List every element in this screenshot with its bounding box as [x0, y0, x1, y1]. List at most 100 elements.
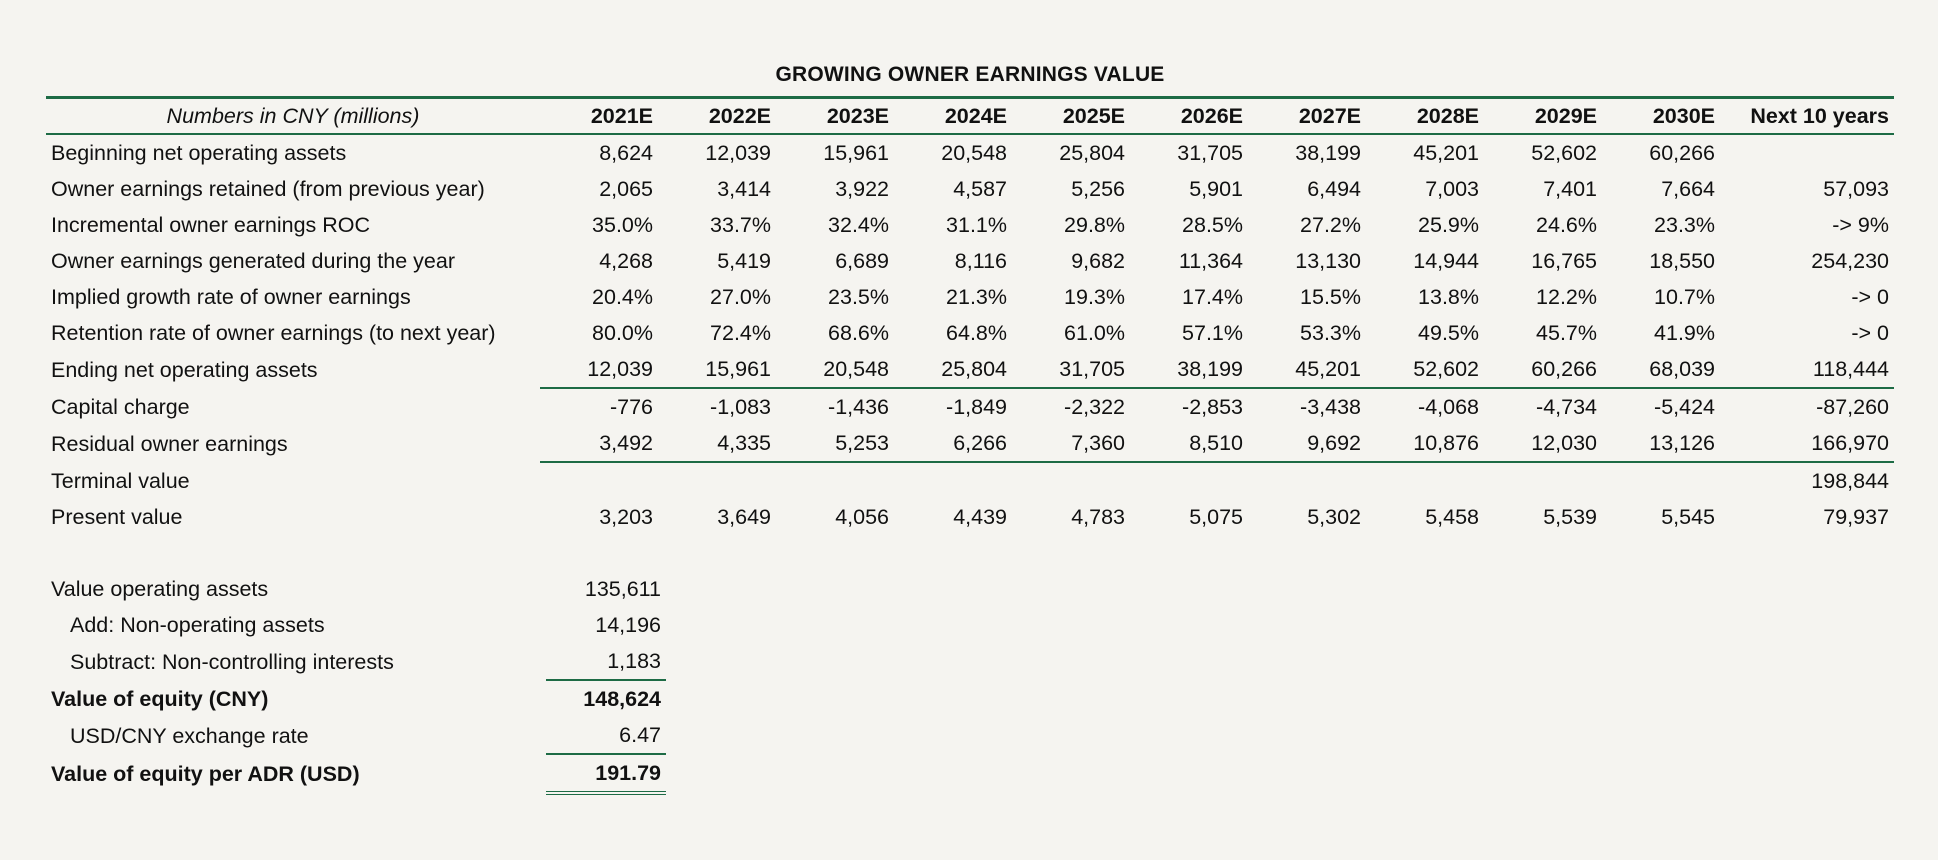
- table-cell: [1484, 461, 1602, 499]
- table-cell: 52,602: [1413, 357, 1479, 381]
- col-header-2028e: 2028E: [1366, 96, 1484, 135]
- table-cell: 4,268: [599, 249, 653, 273]
- valuation-value: 191.79: [546, 753, 666, 795]
- table-cell: 60,266: [1649, 141, 1715, 165]
- table-cell: 52,602: [1531, 141, 1597, 165]
- valuation-label: Add: Non-operating assets: [70, 613, 325, 637]
- valuation-label: USD/CNY exchange rate: [70, 723, 309, 748]
- table-cell: 7,401: [1543, 177, 1597, 201]
- owner-earnings-table: Numbers in CNY (millions) 2021E 2022E 20…: [46, 96, 1894, 535]
- table-cell: 45,201: [1295, 357, 1361, 381]
- table-cell: 6,494: [1307, 177, 1361, 201]
- table-cell: 11,364: [1178, 249, 1243, 273]
- table-cell: 3,492: [599, 431, 653, 455]
- col-header-2025e: 2025E: [1012, 96, 1130, 135]
- row-label: Owner earnings generated during the year: [51, 249, 455, 273]
- table-cell: 13.8%: [1418, 285, 1479, 309]
- valuation-row: Value operating assets 135,611: [46, 571, 666, 607]
- table-cell: 68,039: [1649, 357, 1715, 381]
- col-header-2023e: 2023E: [776, 96, 894, 135]
- table-cell: 23.5%: [828, 285, 889, 309]
- table-cell: 12.2%: [1536, 285, 1597, 309]
- table-cell: 12,039: [705, 141, 771, 165]
- table-cell: 3,649: [717, 505, 771, 529]
- table-cell: 5,545: [1661, 505, 1715, 529]
- table-cell: 45,201: [1413, 141, 1479, 165]
- table-cell: -5,424: [1602, 387, 1720, 425]
- table-title: GROWING OWNER EARNINGS VALUE: [775, 63, 1165, 86]
- table-cell: -2,853: [1130, 387, 1248, 425]
- table-cell: 16,765: [1531, 249, 1597, 273]
- table-cell: 38,199: [1295, 141, 1361, 165]
- table-cell: -1,849: [894, 387, 1012, 425]
- valuation-value: 14,196: [595, 613, 661, 637]
- table-cell: -4,068: [1366, 387, 1484, 425]
- table-cell: [894, 461, 1012, 499]
- table-cell: 53.3%: [1300, 321, 1361, 345]
- valuation-row-equity-cny: Value of equity (CNY) 148,624: [46, 679, 666, 717]
- valuation-row-equity-per-adr: Value of equity per ADR (USD) 191.79: [46, 753, 666, 795]
- table-cell: 7,360: [1071, 431, 1125, 455]
- table-row: Incremental owner earnings ROC 35.0% 33.7%…: [46, 207, 1894, 243]
- table-cell: 4,335: [717, 431, 771, 455]
- table-cell: 10,876: [1413, 431, 1479, 455]
- valuation-value: 6.47: [619, 723, 661, 747]
- table-row: Residual owner earnings 3,492 4,335 5,253 6,…: [46, 425, 1894, 462]
- table-cell: 10.7%: [1654, 285, 1715, 309]
- table-cell: 28.5%: [1182, 213, 1243, 237]
- table-cell: 166,970: [1811, 431, 1889, 455]
- row-label: Ending net operating assets: [51, 357, 318, 382]
- table-cell: 15.5%: [1300, 285, 1361, 309]
- table-cell: 2,065: [599, 177, 653, 201]
- table-cell: 8,624: [599, 141, 653, 165]
- table-cell: 31,705: [1177, 141, 1243, 165]
- table-cell: [1012, 461, 1130, 499]
- table-cell: -4,734: [1484, 387, 1602, 425]
- equity-valuation-table: Value operating assets 135,611 Add: Non-…: [46, 571, 666, 795]
- table-cell: -3,438: [1248, 387, 1366, 425]
- table-cell: 4,783: [1071, 505, 1125, 529]
- table-cell: 25,804: [941, 357, 1007, 381]
- valuation-label: Value of equity per ADR (USD): [51, 761, 360, 786]
- table-cell: 12,039: [587, 357, 653, 381]
- table-cell: 15,961: [823, 141, 889, 165]
- table-cell: 35.0%: [592, 213, 653, 237]
- table-cell: 3,414: [717, 177, 771, 201]
- row-label: Owner earnings retained (from previous y…: [51, 177, 485, 201]
- table-cell: -> 0: [1851, 321, 1889, 345]
- table-cell: 32.4%: [828, 213, 889, 237]
- table-cell: 25.9%: [1418, 213, 1479, 237]
- table-row: Capital charge -776 -1,083 -1,436 -1,849 -2,3…: [46, 387, 1894, 425]
- table-cell: 19.3%: [1064, 285, 1125, 309]
- row-label: Present value: [51, 505, 183, 529]
- table-cell: 15,961: [705, 357, 771, 381]
- col-header-2026e: 2026E: [1130, 96, 1248, 135]
- table-cell: 27.0%: [710, 285, 771, 309]
- table-cell: 29.8%: [1064, 213, 1125, 237]
- table-cell: [1366, 461, 1484, 499]
- table-cell: -776: [540, 387, 658, 425]
- table-cell: 5,075: [1189, 505, 1243, 529]
- table-cell: [776, 461, 894, 499]
- table-cell: 20.4%: [592, 285, 653, 309]
- table-cell: -> 9%: [1832, 213, 1889, 237]
- col-header-next-10-years: Next 10 years: [1720, 96, 1894, 135]
- table-cell: -87,260: [1720, 387, 1894, 425]
- table-cell: 72.4%: [710, 321, 771, 345]
- table-row: Beginning net operating assets 8,624 12,03…: [46, 134, 1894, 171]
- table-cell: 5,302: [1307, 505, 1361, 529]
- table-row: Implied growth rate of owner earnings 20.…: [46, 279, 1894, 315]
- table-cell: 254,230: [1811, 249, 1889, 273]
- col-header-2030e: 2030E: [1602, 96, 1720, 135]
- table-cell: 4,439: [953, 505, 1007, 529]
- table-cell: 4,587: [953, 177, 1007, 201]
- table-cell: 4,056: [835, 505, 889, 529]
- valuation-label: Subtract: Non-controlling interests: [70, 649, 394, 674]
- valuation-row: Add: Non-operating assets 14,196: [46, 607, 666, 643]
- table-cell: 3,922: [835, 177, 889, 201]
- table-cell: 13,126: [1649, 431, 1715, 455]
- table-cell: 45.7%: [1536, 321, 1597, 345]
- table-row: Terminal value 198,844: [46, 461, 1894, 499]
- valuation-value: 135,611: [584, 577, 661, 601]
- table-cell: 7,003: [1425, 177, 1479, 201]
